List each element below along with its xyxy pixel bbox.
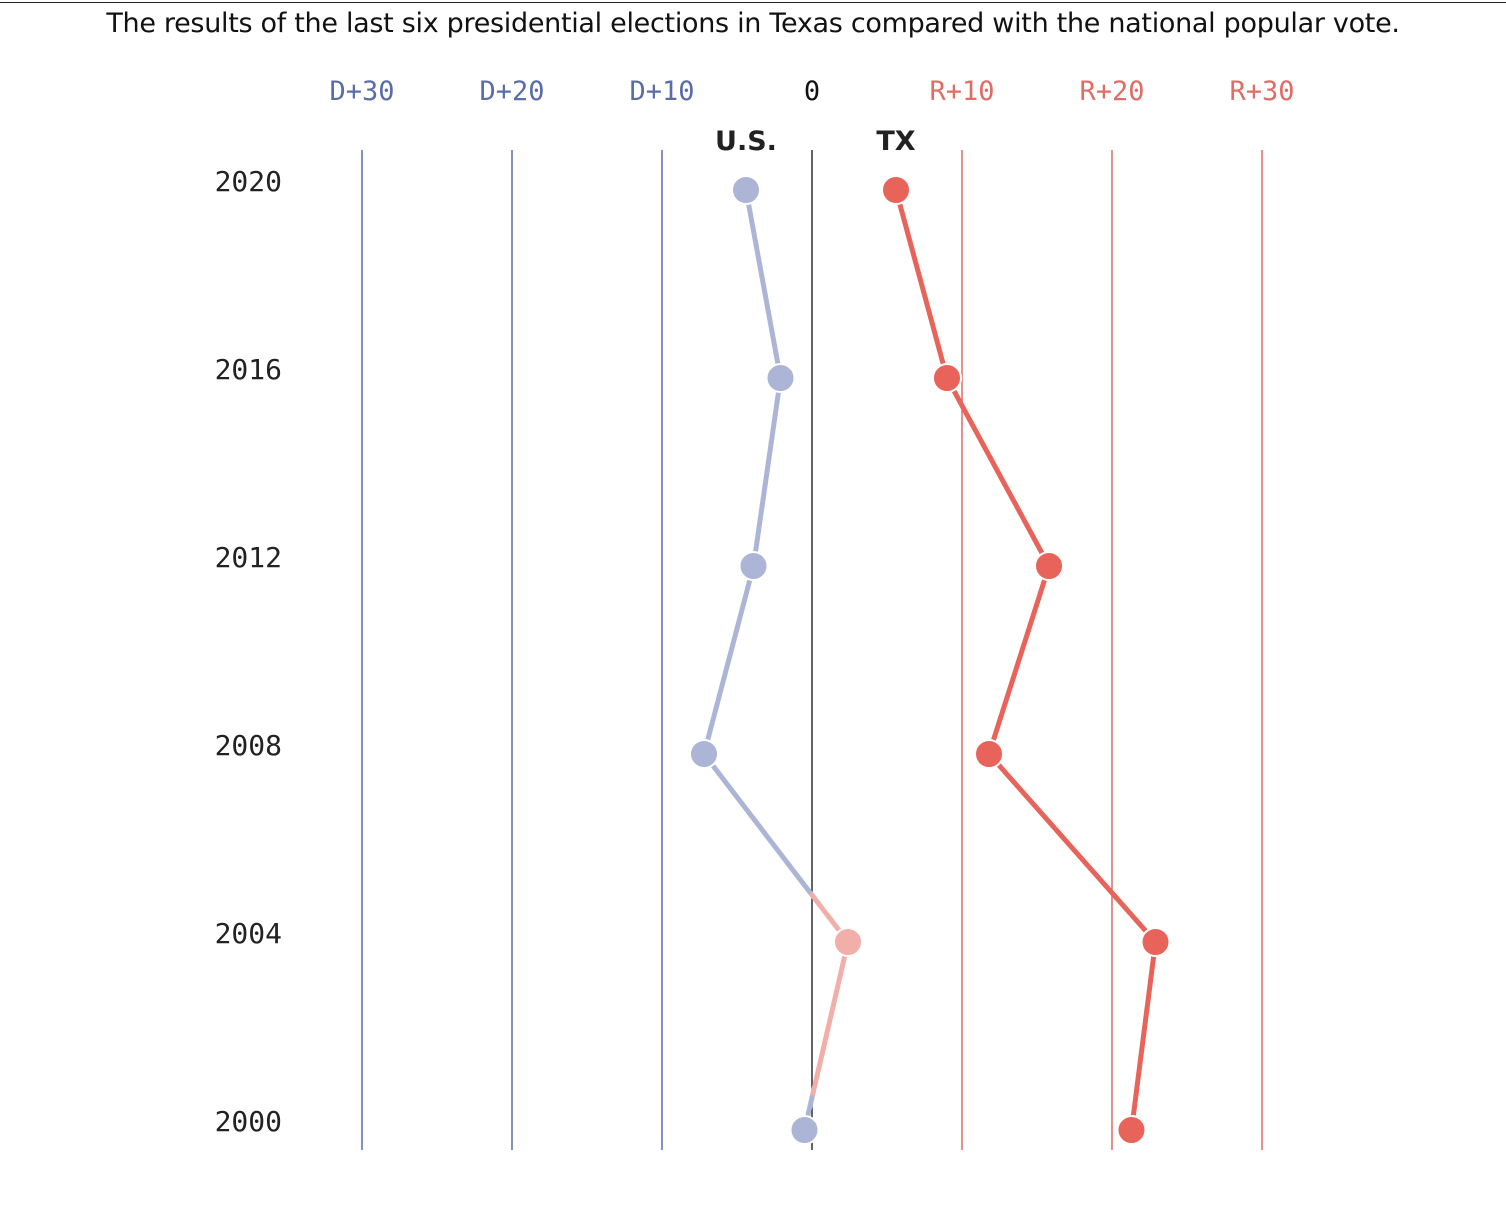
us-point-2016 [765,363,796,393]
tx-point-2012 [1034,551,1064,581]
x-tick-label-d-plus-10: D+10 [629,76,694,107]
series-label-tx: TX [876,126,915,157]
axis-lines [361,150,1263,1150]
us-point-2008 [689,739,719,769]
us-line-2016-2012 [751,375,783,569]
x-tick-label-r-plus-30: R+30 [1229,76,1294,107]
us-point-2020 [731,175,761,205]
tx-point-2020 [881,175,911,205]
us-line-2008-2004-a [701,751,815,898]
year-labels: 2020 2016 2012 2008 2004 2000 [215,165,282,1138]
x-tick-label-d-plus-30: D+30 [329,76,394,107]
year-label-2000: 2000 [215,1105,282,1138]
tx-point-2000 [1116,1115,1147,1145]
year-label-2016: 2016 [215,353,282,386]
us-line-2004-2000-a [809,939,851,1101]
chart-title: The results of the last six presidential… [106,8,1400,39]
tx-point-2008 [974,739,1004,769]
tx-point-2016 [932,363,962,393]
year-label-2008: 2008 [215,729,282,762]
year-label-2020: 2020 [215,165,282,198]
series-label-us: U.S. [715,126,777,157]
us-point-2000 [789,1115,820,1145]
tx-line-2020-2016 [893,187,950,381]
series-lines [701,187,1158,1133]
us-line-2020-2016 [743,187,783,381]
tx-point-2004 [1140,927,1171,957]
x-tick-label-r-plus-10: R+10 [929,76,994,107]
year-label-2004: 2004 [215,917,282,950]
year-label-2012: 2012 [215,541,282,574]
top-rule [0,2,1506,3]
x-tick-label-r-plus-20: R+20 [1079,76,1144,107]
tx-line-2004-2000 [1129,939,1158,1133]
tx-line-2016-2012 [944,375,1052,569]
series-labels: U.S. TX [715,126,916,157]
us-point-2012 [738,551,769,581]
us-point-2004 [833,927,863,957]
tx-line-2012-2008 [986,563,1052,757]
x-tick-label-0: 0 [804,76,820,107]
series-points [689,175,1171,1145]
tx-line-2008-2004 [986,751,1158,945]
x-tick-label-d-plus-20: D+20 [479,76,544,107]
us-line-2012-2008 [701,563,756,757]
x-tick-labels: D+30 D+20 D+10 0 R+10 R+20 R+30 [329,76,1294,107]
